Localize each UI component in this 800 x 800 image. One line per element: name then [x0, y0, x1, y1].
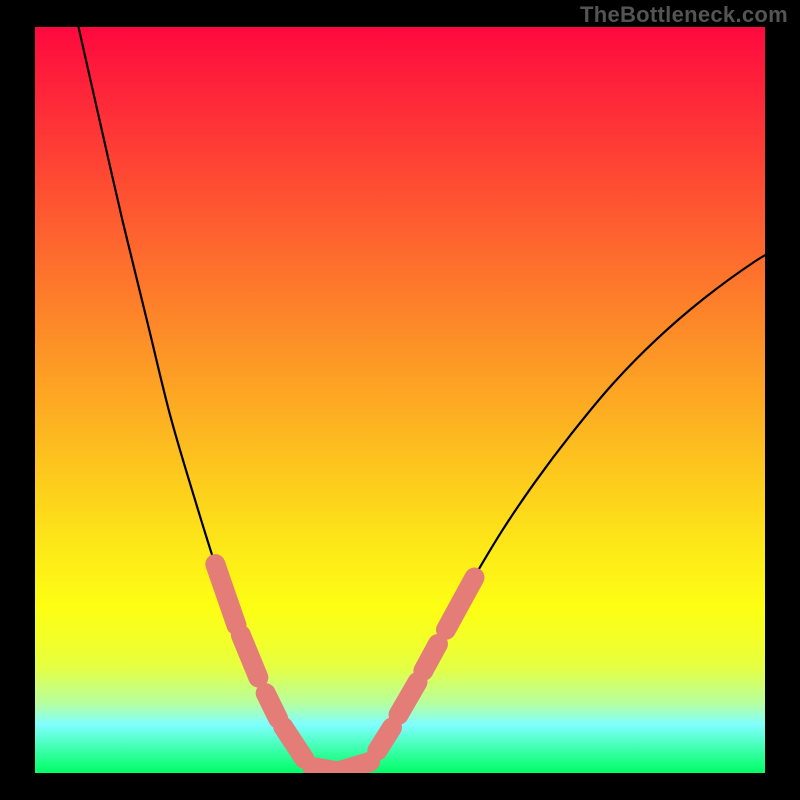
watermark-text: TheBottleneck.com [580, 2, 788, 28]
plot-area [35, 27, 765, 773]
dot-bands [215, 564, 474, 771]
canvas: TheBottleneck.com [0, 0, 800, 800]
dot-band-segment [241, 635, 259, 678]
dot-band-segment [215, 564, 236, 625]
dot-band-segment [399, 682, 418, 715]
chart-svg-layer [35, 27, 765, 773]
dot-band-segment [423, 644, 438, 671]
dot-band-segment [446, 578, 474, 630]
dot-band-segment [338, 762, 370, 772]
dot-band-segment [377, 727, 392, 750]
dot-band-segment [266, 693, 278, 718]
dot-band-segment [283, 727, 304, 759]
